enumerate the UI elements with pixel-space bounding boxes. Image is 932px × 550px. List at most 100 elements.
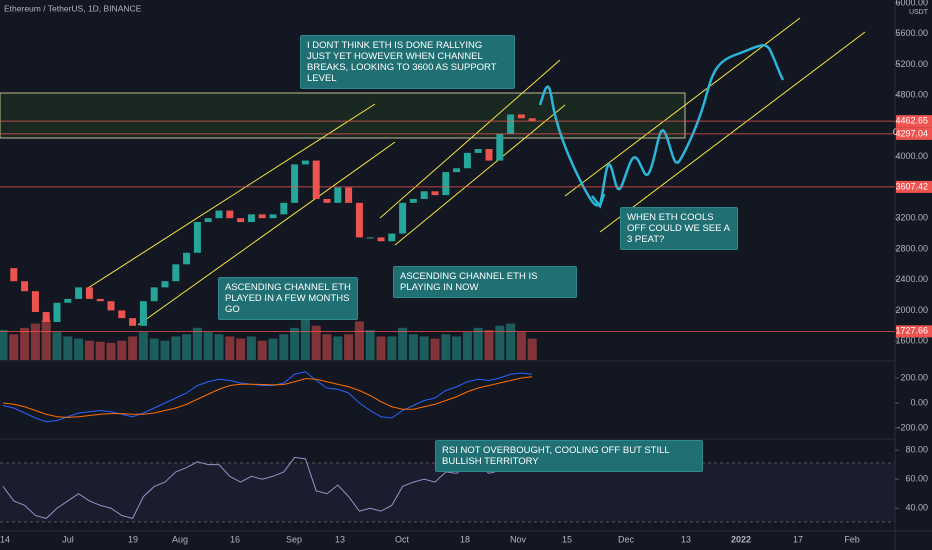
- volume-bar: [333, 336, 343, 360]
- candle: [129, 318, 137, 326]
- candle: [85, 287, 93, 299]
- candle: [172, 264, 180, 282]
- candle: [517, 114, 525, 119]
- projection-drawing: [538, 44, 785, 207]
- candle: [247, 214, 255, 223]
- volume-bar: [0, 330, 8, 360]
- volume-bar: [30, 323, 40, 360]
- candle: [193, 222, 201, 253]
- candle: [21, 281, 29, 292]
- rsi-line: [2, 456, 533, 519]
- candle: [453, 168, 461, 173]
- y-tick-label: 60.00: [905, 474, 928, 484]
- x-tick-label: 19: [128, 534, 138, 544]
- candle: [183, 252, 191, 265]
- candle: [388, 233, 396, 242]
- projection-arrow: [591, 193, 606, 209]
- candle: [42, 311, 50, 322]
- signal-line: [2, 376, 533, 418]
- candle: [334, 187, 342, 203]
- volume-bar: [462, 332, 472, 360]
- x-tick-label: 17: [793, 534, 803, 544]
- candle: [345, 187, 353, 203]
- candle: [507, 114, 515, 134]
- volume-bar: [225, 336, 235, 360]
- x-tick-label: 13: [681, 534, 691, 544]
- y-tick-label: 4800.00: [895, 90, 928, 100]
- candle: [463, 152, 471, 169]
- volume-bar: [365, 330, 375, 360]
- trend-line: [87, 103, 376, 289]
- candle: [96, 298, 104, 302]
- y-tick-label: 200.00: [900, 372, 928, 382]
- volume-bar: [63, 336, 73, 360]
- candle: [323, 198, 331, 203]
- y-tick-label: 2000.00: [895, 305, 928, 315]
- volume-bar: [106, 342, 116, 360]
- candle: [442, 172, 450, 196]
- volume-bar: [376, 336, 386, 360]
- volume-bar: [506, 323, 516, 360]
- volume-bar: [473, 327, 483, 360]
- x-tick-label: 14: [0, 534, 10, 544]
- volume-bar: [484, 330, 494, 360]
- volume-bar: [322, 334, 332, 360]
- y-tick-label: 5200.00: [895, 59, 928, 69]
- macd-line: [2, 371, 533, 423]
- volume-bar: [128, 336, 138, 360]
- volume-bar: [279, 334, 289, 360]
- x-tick-label: 2022: [731, 534, 751, 544]
- trend-line: [599, 31, 866, 233]
- candle: [377, 237, 385, 242]
- annotation: ASCENDING CHANNEL ETH PLAYED IN A FEW MO…: [218, 277, 358, 320]
- trend-line: [137, 141, 396, 326]
- candle: [215, 210, 223, 219]
- volume-bar: [344, 334, 354, 360]
- candle: [64, 298, 72, 303]
- candle: [420, 191, 428, 199]
- y-tick-label: 0.00: [910, 397, 928, 407]
- x-tick-label: 16: [230, 534, 240, 544]
- symbol-title: Ethereum / TetherUS, 1D, BINANCE: [4, 3, 142, 13]
- volume-bar: [52, 332, 62, 360]
- candle: [485, 149, 493, 161]
- price-tag: [896, 325, 932, 338]
- candle: [496, 133, 504, 161]
- candle: [226, 210, 234, 219]
- price-tag: [896, 180, 932, 193]
- candle: [31, 291, 39, 312]
- x-tick-label: Aug: [172, 534, 188, 544]
- y-tick-label: 4000.00: [895, 151, 928, 161]
- volume-bar: [117, 340, 127, 360]
- volume-bar: [408, 334, 418, 360]
- volume-bar: [192, 327, 202, 360]
- price-tag-label: 4462.65: [895, 116, 928, 126]
- volume-bar: [398, 327, 408, 360]
- candle: [399, 202, 407, 234]
- volume-bar: [290, 327, 300, 360]
- candle: [150, 287, 158, 302]
- price-tag: [896, 127, 932, 140]
- x-tick-label: 13: [335, 534, 345, 544]
- annotation: RSI NOT OVERBOUGHT, COOLING OFF BUT STIL…: [435, 440, 703, 472]
- y-tick-label: 3200.00: [895, 213, 928, 223]
- volume-bar: [246, 336, 256, 360]
- volume-bar: [495, 325, 505, 360]
- candle: [431, 191, 439, 196]
- rsi-band: [0, 463, 895, 522]
- volume-bar: [84, 340, 94, 360]
- volume-bar: [441, 334, 451, 360]
- volume-bar: [160, 340, 170, 360]
- price-tag-label: 4297.04: [895, 128, 928, 138]
- price-tag-label: 1727.66: [895, 326, 928, 336]
- volume-bar: [387, 336, 397, 360]
- volume-bar: [430, 338, 440, 360]
- y-tick-label: 40.00: [905, 503, 928, 513]
- volume-bar: [257, 340, 267, 360]
- zone-box: [0, 92, 686, 139]
- candle: [366, 237, 374, 239]
- candle: [204, 218, 212, 223]
- volume-bar: [74, 338, 84, 360]
